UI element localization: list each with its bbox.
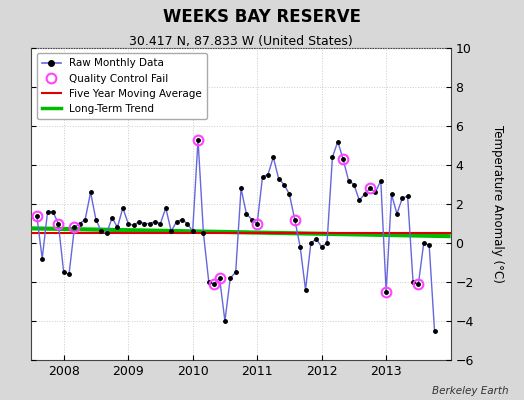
Legend: Raw Monthly Data, Quality Control Fail, Five Year Moving Average, Long-Term Tren: Raw Monthly Data, Quality Control Fail, … [37,53,207,119]
Text: Berkeley Earth: Berkeley Earth [432,386,508,396]
Title: 30.417 N, 87.833 W (United States): 30.417 N, 87.833 W (United States) [129,35,353,48]
Text: WEEKS BAY RESERVE: WEEKS BAY RESERVE [163,8,361,26]
Y-axis label: Temperature Anomaly (°C): Temperature Anomaly (°C) [490,125,504,283]
